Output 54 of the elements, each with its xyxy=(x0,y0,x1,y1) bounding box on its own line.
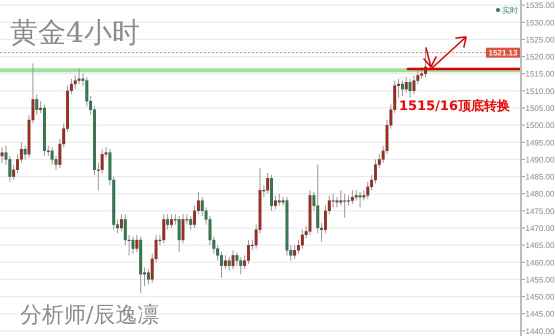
candlestick xyxy=(182,214,184,244)
candlestick xyxy=(228,256,231,272)
candlestick xyxy=(374,158,377,184)
legend-label: 实时 xyxy=(502,6,518,15)
y-tick-label: 1485.00 xyxy=(526,172,555,182)
candlestick xyxy=(300,229,304,250)
candlestick xyxy=(408,78,412,98)
candlestick xyxy=(347,194,350,206)
candlestick xyxy=(350,190,354,204)
candlestick xyxy=(170,214,173,228)
candlestick xyxy=(362,190,366,202)
y-tick-label: 1450.00 xyxy=(526,292,555,302)
y-tick-label: 1535.00 xyxy=(526,1,555,10)
candlestick xyxy=(235,252,238,266)
y-tick-label: 1490.00 xyxy=(526,155,555,164)
annotation: 1515/16顶底转换 xyxy=(399,98,510,114)
y-tick-label: 1500.00 xyxy=(526,121,555,130)
y-tick-label: 1530.00 xyxy=(526,18,555,28)
candlestick xyxy=(224,254,227,270)
candlestick xyxy=(132,236,134,254)
annotation: 分析师/辰逸凛 xyxy=(20,303,160,328)
candlestick xyxy=(336,196,338,208)
y-tick-label: 1520.00 xyxy=(526,52,555,62)
y-tick-label: 1515.00 xyxy=(526,70,555,79)
candlestick xyxy=(358,192,362,208)
y-tick-label: 1465.00 xyxy=(526,241,555,250)
y-tick-label: 1440.00 xyxy=(526,326,555,336)
candlestick xyxy=(278,193,281,206)
candlestick xyxy=(343,193,346,218)
candlestick xyxy=(247,240,250,264)
candlestick xyxy=(178,216,181,252)
candlestick xyxy=(404,76,408,94)
text: 黄金4小时 xyxy=(10,16,140,49)
y-tick-label: 1445.00 xyxy=(526,310,555,319)
candlestick xyxy=(0,146,4,164)
ref-line-label: 1521.13 xyxy=(488,48,518,58)
candlestick xyxy=(412,74,416,95)
candlestick xyxy=(354,190,358,202)
y-tick-label: 1470.00 xyxy=(526,224,555,233)
candlestick xyxy=(400,80,404,96)
candlestick xyxy=(78,68,81,84)
candlestick xyxy=(162,214,166,244)
y-tick-label: 1495.00 xyxy=(526,138,555,148)
y-tick-label: 1475.00 xyxy=(526,206,555,216)
y-tick-label: 1460.00 xyxy=(526,258,555,268)
y-tick-label: 1505.00 xyxy=(526,104,555,113)
candlestick xyxy=(232,250,235,270)
y-tick-label: 1480.00 xyxy=(526,190,555,199)
candlestick xyxy=(332,193,335,208)
y-tick-label: 1510.00 xyxy=(526,86,555,96)
candlestick xyxy=(50,146,54,166)
candlestick xyxy=(220,252,223,278)
y-tick-label: 1455.00 xyxy=(526,275,555,284)
y-tick-label: 1525.00 xyxy=(526,35,555,44)
